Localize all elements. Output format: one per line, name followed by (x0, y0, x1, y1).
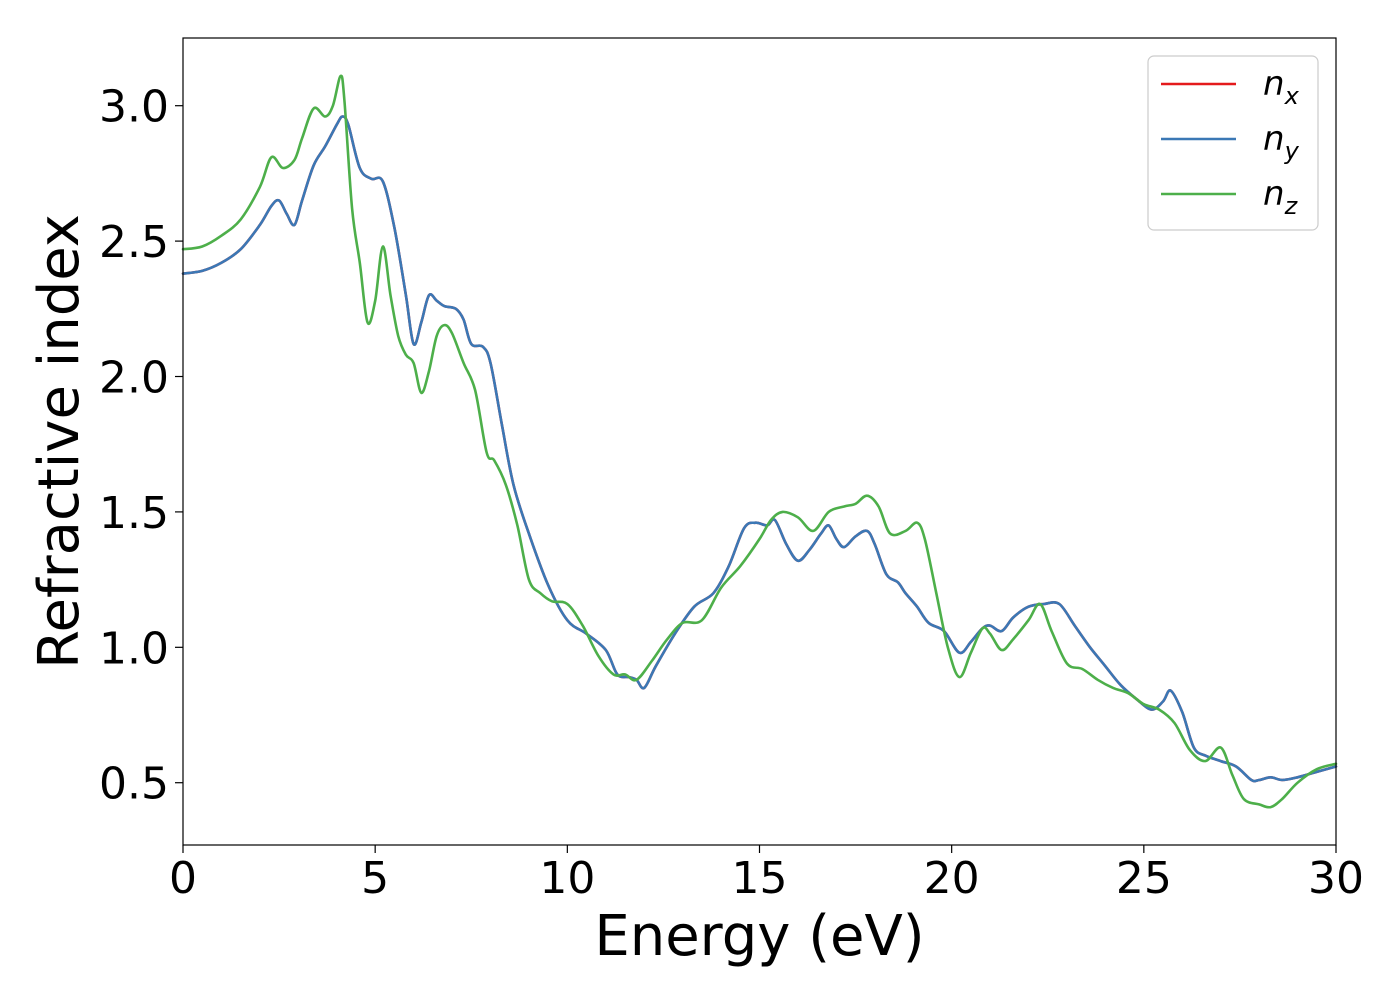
series-line-n-y (181, 115, 1338, 783)
y-tick-label: 2.5 (99, 217, 169, 268)
series-lines (181, 74, 1338, 809)
x-tick-label: 30 (1308, 853, 1364, 904)
legend-box (1147, 55, 1319, 231)
x-tick-label: 20 (924, 853, 980, 904)
y-tick-label: 3.0 (99, 82, 169, 133)
y-axis-title: Refractive index (27, 214, 92, 669)
x-tick-label: 10 (539, 853, 595, 904)
x-tick-label: 15 (732, 853, 788, 904)
legend: nx ny nz (1147, 55, 1319, 231)
y-tick-label: 1.0 (99, 623, 169, 674)
x-tick-label: 5 (361, 853, 389, 904)
x-tick-label: 0 (169, 853, 197, 904)
y-tick-label: 1.5 (99, 488, 169, 539)
legend-label-n-x: nx (1263, 64, 1300, 110)
legend-label-n-y: ny (1263, 119, 1300, 165)
y-tick-label: 0.5 (99, 759, 169, 810)
x-tick-label: 25 (1116, 853, 1172, 904)
y-axis-ticks: 0.5 1.0 1.5 2.0 2.5 3.0 (99, 82, 183, 810)
x-axis-ticks: 0 5 10 15 20 25 30 (169, 845, 1364, 904)
y-tick-label: 2.0 (99, 353, 169, 404)
x-axis-title: Energy (eV) (594, 904, 924, 969)
legend-label-n-z: nz (1263, 174, 1299, 220)
series-line-n-z (181, 74, 1338, 809)
